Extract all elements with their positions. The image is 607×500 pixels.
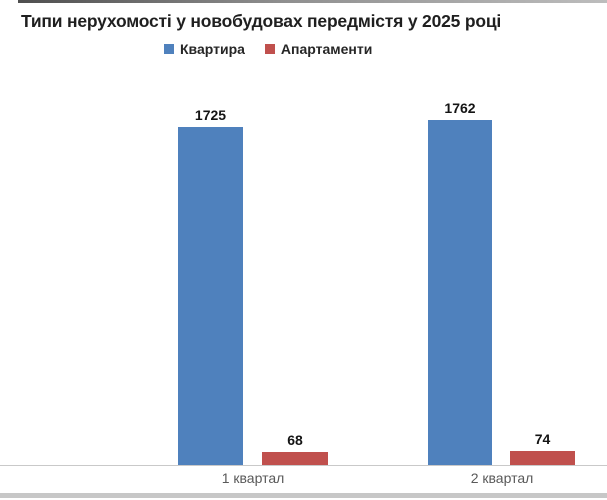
legend-label-apartamenty: Апартаменти bbox=[280, 41, 373, 57]
value-label-kvartira-q1: 1725 bbox=[194, 107, 227, 123]
value-label-apartamenty-q2: 74 bbox=[534, 431, 551, 447]
x-axis: 1 квартал 2 квартал bbox=[0, 470, 607, 490]
legend-swatch-apartamenty bbox=[264, 44, 275, 54]
x-axis-label-q2: 2 квартал bbox=[470, 470, 534, 486]
bar-group-q2-apartamenty: 74 bbox=[510, 431, 575, 465]
bar-group-q1-kvartira: 1725 bbox=[178, 107, 243, 465]
bar-kvartira-q1 bbox=[178, 127, 243, 465]
chart-title: Типи нерухомості у новобудовах передміст… bbox=[21, 11, 502, 31]
bar-group-q2-kvartira: 1762 bbox=[428, 100, 492, 465]
x-axis-label-q1: 1 квартал bbox=[221, 470, 285, 486]
plot-area: 1725 68 1762 74 bbox=[0, 93, 607, 466]
legend-item-kvartira: Квартира bbox=[164, 41, 245, 57]
bottom-edge-divider bbox=[0, 493, 607, 498]
legend: Квартира Апартаменти bbox=[164, 41, 372, 57]
value-label-kvartira-q2: 1762 bbox=[444, 100, 476, 116]
value-label-apartamenty-q1: 68 bbox=[287, 432, 303, 448]
bar-kvartira-q2 bbox=[428, 120, 492, 465]
legend-label-kvartira: Квартира bbox=[180, 41, 245, 57]
legend-swatch-kvartira bbox=[164, 44, 174, 54]
top-edge-divider bbox=[18, 0, 607, 3]
bar-apartamenty-q1 bbox=[262, 452, 328, 465]
bar-apartamenty-q2 bbox=[510, 451, 575, 465]
bar-group-q1-apartamenty: 68 bbox=[262, 432, 328, 465]
legend-item-apartamenty: Апартаменти bbox=[264, 41, 373, 57]
